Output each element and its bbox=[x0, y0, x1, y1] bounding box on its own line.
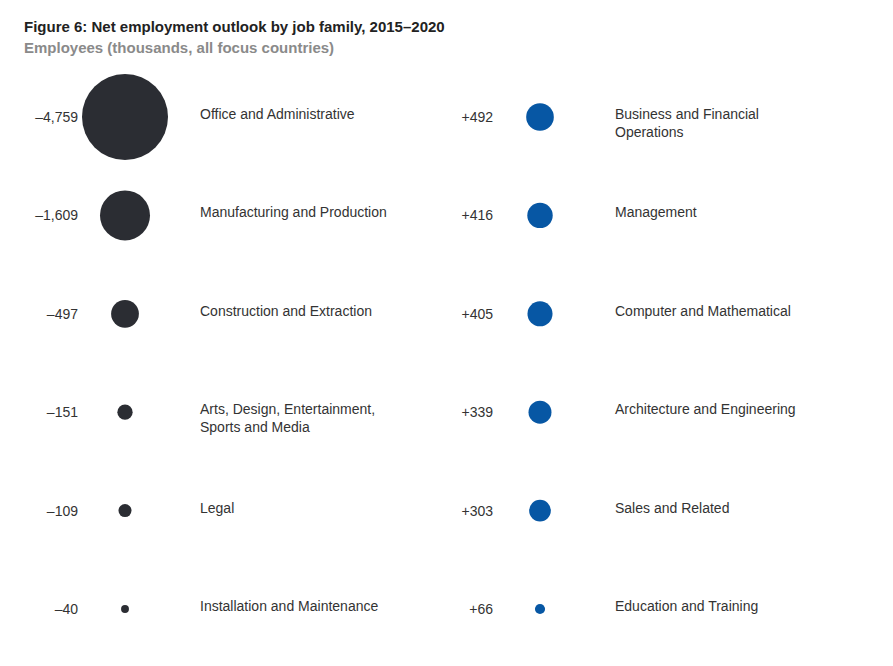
svg-text:–1,609: –1,609 bbox=[35, 207, 78, 223]
svg-text:Computer and Mathematical: Computer and Mathematical bbox=[615, 303, 791, 319]
svg-text:Architecture and Engineering: Architecture and Engineering bbox=[615, 401, 796, 417]
svg-text:Manufacturing and Production: Manufacturing and Production bbox=[200, 204, 387, 220]
html-text:Figure 6: Net employment outlo: Figure 6: Net employment outlook by job … bbox=[24, 18, 445, 35]
html-text:Employees (thousands, all focu: Employees (thousands, all focus countrie… bbox=[24, 39, 335, 56]
svg-text:–109: –109 bbox=[47, 503, 78, 519]
svg-text:–497: –497 bbox=[47, 306, 78, 322]
svg-text:Education and Training: Education and Training bbox=[615, 598, 758, 614]
svg-text:–40: –40 bbox=[55, 601, 79, 617]
svg-text:+416: +416 bbox=[461, 207, 493, 223]
svg-text:Sales and Related: Sales and Related bbox=[615, 500, 729, 516]
svg-text:+492: +492 bbox=[461, 109, 493, 125]
svg-text:Management: Management bbox=[615, 204, 697, 220]
svg-text:–151: –151 bbox=[47, 404, 78, 420]
svg-text:Installation and Maintenance: Installation and Maintenance bbox=[200, 598, 378, 614]
svg-text:+303: +303 bbox=[461, 503, 493, 519]
svg-text:+66: +66 bbox=[469, 601, 493, 617]
svg-text:Construction and Extraction: Construction and Extraction bbox=[200, 303, 372, 319]
svg-text:+405: +405 bbox=[461, 306, 493, 322]
svg-text:+339: +339 bbox=[461, 404, 493, 420]
svg-text:Business and FinancialOperatio: Business and FinancialOperations bbox=[615, 106, 759, 140]
svg-text:–4,759: –4,759 bbox=[35, 109, 78, 125]
svg-text:Office and Administrative: Office and Administrative bbox=[200, 106, 355, 122]
svg-text:Arts, Design, Entertainment,Sp: Arts, Design, Entertainment,Sports and M… bbox=[200, 401, 375, 435]
svg-text:Legal: Legal bbox=[200, 500, 234, 516]
